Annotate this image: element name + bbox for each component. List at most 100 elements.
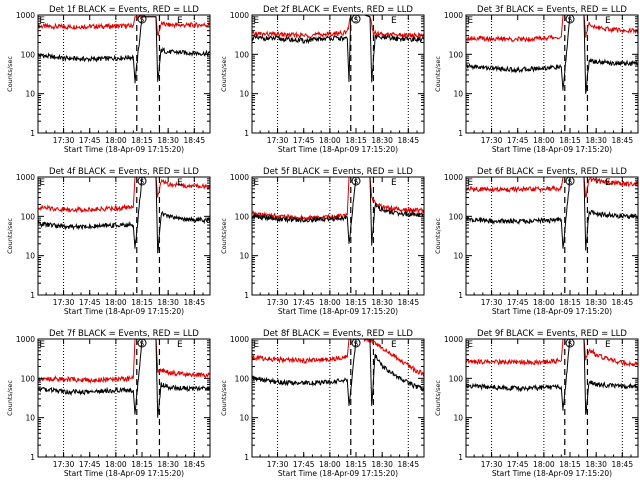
x-axis-label: Start Time (18-Apr-09 17:15:20) (492, 307, 612, 316)
marker-e: E (391, 16, 397, 26)
y-tick-label: 10 (239, 414, 249, 423)
x-tick-label: 17:45 (79, 298, 101, 307)
x-tick-label: 18:30 (371, 298, 393, 307)
panel-title: Det 6f BLACK = Events, RED = LLD (477, 167, 627, 177)
y-tick-label: 100 (21, 50, 36, 59)
x-tick-label: 18:30 (585, 460, 607, 469)
y-tick-label: 10 (453, 414, 463, 423)
marker-s-circle (565, 14, 575, 24)
y-tick-label: 1 (30, 291, 35, 300)
plot-frame (37, 14, 211, 134)
marker-s-circle (565, 338, 575, 348)
marker-e: E (391, 178, 397, 188)
x-tick-label: 18:45 (611, 298, 633, 307)
lld-series-line (465, 176, 639, 198)
y-tick-label: 1000 (16, 173, 35, 182)
plot-frame (465, 176, 639, 296)
lld-series-line (251, 14, 425, 40)
marker-e: E (605, 340, 611, 350)
x-tick-label: 17:45 (507, 136, 529, 145)
y-tick-label: 1000 (230, 173, 249, 182)
x-tick-label: 18:00 (533, 298, 555, 307)
x-tick-label: 17:30 (267, 460, 289, 469)
y-tick-label: 100 (449, 212, 464, 221)
lld-series-line (465, 14, 639, 43)
x-tick-label: 18:15 (131, 298, 153, 307)
y-tick-label: 100 (235, 50, 250, 59)
x-tick-label: 18:30 (371, 136, 393, 145)
plot-frame (37, 338, 211, 458)
x-tick-label: 17:30 (267, 298, 289, 307)
y-tick-label: 1 (244, 129, 249, 138)
marker-s-circle (137, 14, 147, 24)
panel-title: Det 8f BLACK = Events, RED = LLD (263, 329, 413, 339)
y-tick-label: 1000 (16, 11, 35, 20)
x-tick-label: 18:15 (345, 136, 367, 145)
marker-e: E (39, 178, 45, 188)
panel-title: Det 2f BLACK = Events, RED = LLD (263, 5, 413, 15)
x-tick-label: 17:30 (53, 136, 75, 145)
marker-s: S (568, 16, 573, 24)
y-tick-label: 100 (21, 212, 36, 221)
panel-det-5: Det 5f BLACK = Events, RED = LLD 1 10 100 10… (220, 167, 425, 316)
x-tick-label: 18:00 (319, 136, 341, 145)
panel-title: Det 7f BLACK = Events, RED = LLD (49, 329, 199, 339)
y-axis-label: Counts/sec (220, 56, 228, 92)
events-series-line (37, 16, 211, 84)
plot-frame (251, 14, 425, 134)
marker-e: E (253, 178, 259, 188)
marker-s: S (140, 178, 145, 186)
y-tick-label: 1 (30, 453, 35, 462)
lld-series-line (465, 338, 639, 368)
y-axis-label: Counts/sec (220, 380, 228, 416)
panel-det-4: Det 4f BLACK = Events, RED = LLD 1 10 100 10… (6, 167, 211, 316)
marker-s-circle (351, 338, 361, 348)
y-tick-label: 10 (25, 414, 35, 423)
x-tick-label: 18:00 (533, 460, 555, 469)
x-tick-label: 18:15 (559, 136, 581, 145)
panel-title: Det 1f BLACK = Events, RED = LLD (49, 5, 199, 15)
y-tick-label: 1000 (444, 11, 463, 20)
marker-s-circle (137, 338, 147, 348)
x-tick-label: 18:15 (345, 460, 367, 469)
lld-series-line (251, 176, 425, 222)
x-tick-label: 17:30 (267, 136, 289, 145)
y-axis-label: Counts/sec (434, 56, 442, 92)
marker-s: S (140, 340, 145, 348)
y-tick-label: 1 (30, 129, 35, 138)
marker-s-circle (351, 14, 361, 24)
marker-s: S (354, 340, 359, 348)
events-series-line (465, 14, 639, 94)
lld-series-line (38, 176, 211, 214)
x-tick-label: 17:30 (53, 460, 75, 469)
x-tick-label: 18:45 (183, 136, 205, 145)
y-axis-label: Counts/sec (434, 218, 442, 254)
x-axis-label: Start Time (18-Apr-09 17:15:20) (278, 307, 398, 316)
x-tick-label: 18:45 (397, 136, 419, 145)
x-tick-label: 18:30 (157, 460, 179, 469)
marker-e: E (467, 178, 473, 188)
marker-s: S (568, 178, 573, 186)
x-tick-label: 18:30 (157, 298, 179, 307)
events-series-line (465, 338, 639, 415)
panel-title: Det 9f BLACK = Events, RED = LLD (477, 329, 627, 339)
y-tick-label: 1000 (16, 335, 35, 344)
lld-series-line (37, 338, 211, 384)
marker-s: S (568, 340, 573, 348)
y-tick-label: 10 (25, 90, 35, 99)
y-tick-label: 1000 (230, 11, 249, 20)
x-axis-label: Start Time (18-Apr-09 17:15:20) (492, 469, 612, 478)
y-tick-label: 1000 (230, 335, 249, 344)
x-tick-label: 17:45 (293, 460, 315, 469)
y-tick-label: 10 (453, 252, 463, 261)
x-tick-label: 18:00 (319, 298, 341, 307)
events-series-line (465, 176, 639, 251)
marker-e: E (177, 178, 183, 188)
x-tick-label: 17:45 (507, 298, 529, 307)
x-axis-label: Start Time (18-Apr-09 17:15:20) (278, 469, 398, 478)
events-series-line (251, 338, 424, 406)
y-axis-label: Counts/sec (6, 380, 14, 416)
events-series-line (37, 176, 211, 254)
x-tick-label: 18:15 (345, 298, 367, 307)
